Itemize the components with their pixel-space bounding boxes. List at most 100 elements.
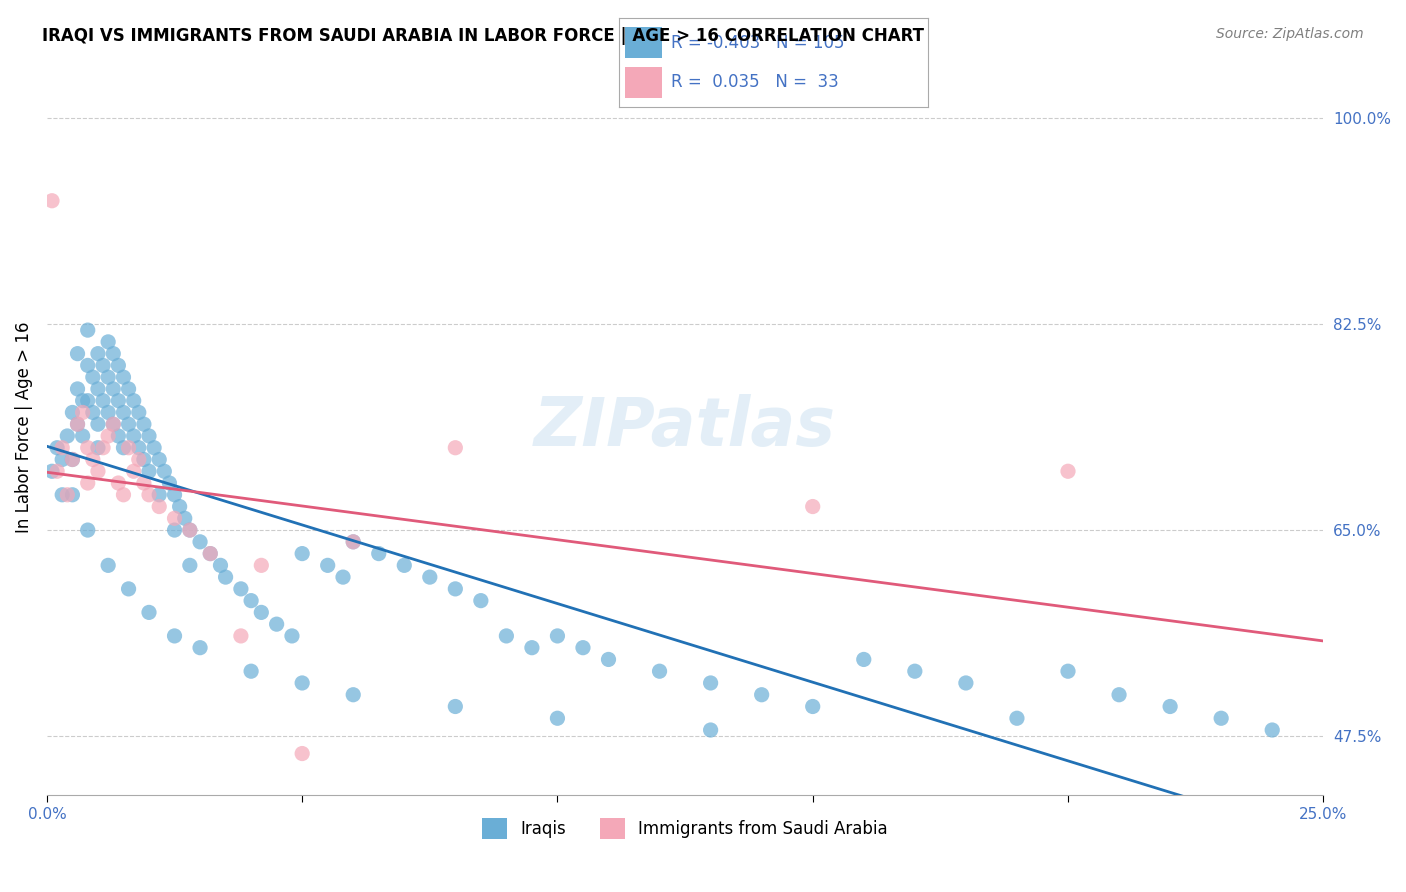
Point (87, 464, 110, 478)
Point (546, 629, 568, 643)
Point (316, 558, 339, 573)
Point (598, 652, 620, 666)
Point (209, 558, 232, 573)
Point (852, 652, 875, 666)
Point (470, 593, 492, 607)
Point (250, 558, 273, 573)
Point (41, 464, 63, 478)
Point (240, 593, 263, 607)
Point (122, 429, 145, 443)
Point (128, 452, 150, 467)
Point (112, 405, 135, 419)
Point (107, 476, 129, 491)
Point (648, 664, 671, 678)
Point (66, 417, 89, 432)
Point (904, 664, 927, 678)
Point (214, 570, 236, 584)
Point (91, 441, 114, 455)
Point (91, 359, 114, 373)
Point (107, 359, 129, 373)
Point (699, 676, 721, 690)
Point (1057, 664, 1080, 678)
Point (76, 359, 98, 373)
Point (128, 405, 150, 419)
Point (66, 417, 89, 432)
Point (138, 606, 160, 620)
Point (41, 194, 63, 208)
Point (117, 417, 139, 432)
Point (103, 382, 125, 396)
Point (82, 370, 104, 384)
Point (163, 629, 186, 643)
Point (76, 441, 98, 455)
Point (82, 452, 104, 467)
Point (572, 640, 595, 655)
Point (801, 500, 824, 514)
Legend: Iraqis, Immigrants from Saudi Arabia: Iraqis, Immigrants from Saudi Arabia (475, 812, 894, 846)
Point (179, 558, 201, 573)
Point (66, 346, 89, 360)
Point (250, 606, 273, 620)
Point (76, 393, 98, 408)
Point (87, 441, 110, 455)
Point (62, 452, 84, 467)
Point (97, 405, 120, 419)
Point (281, 629, 304, 643)
Point (169, 500, 191, 514)
Point (128, 441, 150, 455)
Point (87, 346, 110, 360)
Point (132, 452, 155, 467)
Point (291, 676, 314, 690)
Point (367, 547, 389, 561)
Point (495, 629, 517, 643)
Point (103, 346, 125, 360)
Point (46, 464, 69, 478)
Point (66, 382, 89, 396)
Point (179, 523, 201, 537)
Point (62, 405, 84, 419)
Point (56, 488, 79, 502)
Point (266, 617, 288, 632)
Text: IRAQI VS IMMIGRANTS FROM SAUDI ARABIA IN LABOR FORCE | AGE > 16 CORRELATION CHAR: IRAQI VS IMMIGRANTS FROM SAUDI ARABIA IN… (42, 27, 924, 45)
Point (1108, 688, 1130, 702)
Point (97, 558, 120, 573)
Point (342, 534, 364, 549)
Point (138, 429, 160, 443)
Point (107, 393, 129, 408)
Point (229, 629, 252, 643)
Point (444, 699, 467, 714)
Point (122, 464, 145, 478)
Point (699, 723, 721, 737)
Point (200, 547, 222, 561)
Point (97, 429, 120, 443)
Point (72, 429, 94, 443)
Point (87, 417, 110, 432)
Point (1261, 723, 1284, 737)
Point (200, 547, 222, 561)
Point (751, 688, 773, 702)
Point (132, 476, 155, 491)
Point (107, 429, 129, 443)
Point (143, 441, 166, 455)
Point (291, 747, 314, 761)
Point (163, 511, 186, 525)
Point (188, 534, 211, 549)
Point (46, 441, 69, 455)
Point (520, 640, 543, 655)
Point (179, 523, 201, 537)
Point (87, 382, 110, 396)
Point (112, 370, 135, 384)
Point (1005, 711, 1028, 725)
Point (62, 488, 84, 502)
Point (801, 699, 824, 714)
Point (82, 405, 104, 419)
Point (419, 570, 441, 584)
Point (112, 441, 135, 455)
Point (229, 582, 252, 596)
Point (117, 582, 139, 596)
Point (76, 523, 98, 537)
Point (955, 676, 977, 690)
Point (148, 500, 170, 514)
Point (51, 441, 73, 455)
Point (148, 488, 170, 502)
